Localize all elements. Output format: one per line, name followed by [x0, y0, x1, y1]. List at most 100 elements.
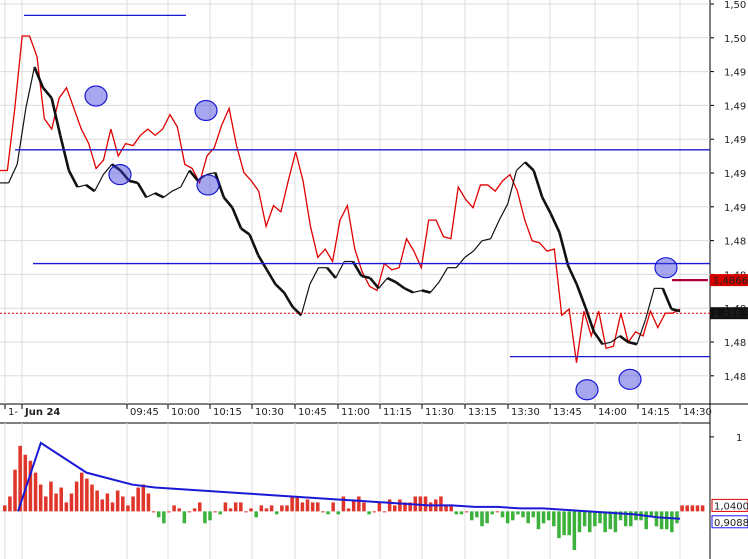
black-price-bar [566, 265, 578, 285]
circled-point-marker [196, 174, 220, 196]
black-price-bar [222, 196, 234, 209]
histogram-bar [295, 496, 300, 512]
histogram-bar [562, 511, 566, 536]
histogram-bar [264, 508, 269, 512]
annotation-layer [0, 14, 710, 401]
black-price-bar [532, 170, 544, 198]
black-price-bar [618, 334, 630, 344]
black-price-bar [291, 306, 303, 317]
histogram-bar [172, 505, 176, 512]
histogram-bar [79, 472, 84, 512]
histogram-bar [654, 511, 659, 527]
x-tick-label: 13:30 [511, 407, 540, 418]
histogram-bar [49, 481, 53, 512]
black-price-bar [128, 179, 139, 185]
histogram-bar [331, 502, 335, 512]
black-price-bar [378, 277, 388, 289]
circled-point-marker [618, 368, 642, 390]
histogram-bar [280, 505, 284, 512]
histogram-bar [382, 511, 387, 513]
black-price-bar [438, 267, 449, 283]
histogram-bar [649, 511, 654, 518]
histogram-bar [233, 502, 238, 512]
black-price-bar [429, 281, 440, 293]
black-price-bar [326, 266, 337, 279]
y-tick-label: 1,48 [724, 372, 746, 383]
black-price-bar [94, 174, 104, 192]
histogram-bar [511, 511, 515, 521]
histogram-bar [444, 505, 448, 512]
signal-line [17, 441, 681, 520]
histogram-bar [587, 511, 592, 533]
black-price-bar [240, 227, 251, 236]
x-tick-label: 10:30 [255, 407, 284, 418]
histogram-bar [131, 496, 135, 512]
histogram-bar [151, 511, 156, 513]
histogram-bar [634, 511, 638, 521]
black-price-bar [558, 232, 570, 266]
histogram-bar [13, 469, 17, 512]
black-price-bar [610, 335, 621, 343]
black-price-bar [602, 341, 612, 345]
y-tick-label: 1,50 [724, 34, 746, 45]
black-price-bar [257, 254, 268, 271]
black-price-bar [77, 184, 87, 188]
histogram-bar [546, 511, 551, 521]
histogram-bar [664, 511, 669, 530]
black-price-bar [644, 288, 655, 320]
histogram-bar [249, 508, 253, 512]
histogram-bar [439, 496, 443, 512]
histogram-bar [121, 496, 125, 512]
hist-badge-label: 0,9088 [714, 518, 748, 529]
histogram-bar [423, 496, 428, 512]
black-price-bar [524, 161, 535, 172]
histogram-bar [480, 511, 484, 527]
red-price-series [0, 35, 681, 363]
x-tick-label: 11:00 [341, 407, 370, 418]
histogram-bar [136, 487, 140, 512]
histogram-bar [64, 502, 69, 512]
black-price-bar [163, 190, 173, 198]
histogram-bar [85, 478, 89, 512]
histogram-bar [59, 487, 63, 512]
histogram-bar [387, 499, 392, 512]
histogram-bar [362, 502, 366, 512]
black-price-bar [300, 284, 311, 316]
histogram-bar [659, 511, 664, 530]
black-price-bar [111, 163, 122, 172]
black-price-bar [636, 319, 647, 345]
black-price-bar [25, 66, 36, 109]
x-tick-label: 11:15 [383, 407, 412, 418]
histogram-bar [680, 505, 684, 512]
histogram-bar [485, 511, 489, 524]
black-price-bar [274, 283, 285, 294]
histogram-bar [582, 511, 587, 527]
black-price-bar [42, 86, 53, 99]
y-tick-label: 1,49 [724, 101, 746, 112]
black-price-bar [146, 192, 156, 198]
histogram-bar [469, 511, 474, 521]
black-price-bar [575, 283, 587, 308]
histogram-bar [44, 496, 48, 512]
histogram-bar [54, 493, 58, 512]
black-price-bar [58, 135, 71, 171]
price-badge [710, 307, 748, 320]
histogram-bar [223, 502, 228, 512]
histogram-bar [495, 511, 500, 513]
histogram-bar [321, 511, 325, 513]
histogram-bar [187, 511, 192, 513]
histogram-bar [572, 511, 577, 551]
y-tick-label: 1,49 [724, 68, 746, 79]
histogram-bar [695, 505, 700, 512]
histogram-bar [274, 511, 279, 515]
y-tick-label: 1,48 [724, 237, 746, 248]
histogram-bar [557, 511, 561, 539]
histogram-bar [623, 511, 628, 527]
black-price-bar [481, 238, 491, 242]
black-price-bar [507, 170, 518, 204]
histogram-bar [105, 493, 110, 512]
y-tick-label: 1,49 [724, 169, 746, 180]
black-price-bar [119, 169, 131, 182]
histogram-bar [351, 499, 356, 512]
